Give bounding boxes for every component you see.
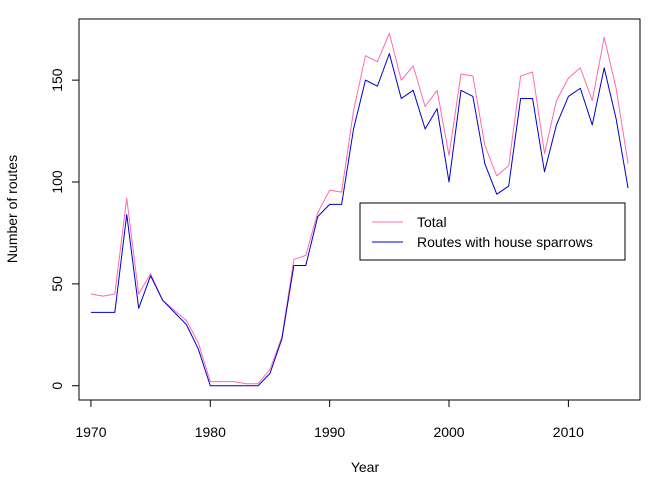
y-tick-label: 0 xyxy=(49,382,65,390)
x-tick-label: 1970 xyxy=(75,424,106,440)
x-tick-label: 1980 xyxy=(195,424,226,440)
y-tick-label: 100 xyxy=(49,170,65,194)
x-tick-label: 2010 xyxy=(553,424,584,440)
series-line-total xyxy=(90,32,629,385)
legend-box xyxy=(359,202,626,261)
y-axis: 0 50 100 150 xyxy=(49,68,80,390)
x-tick-label: 2000 xyxy=(433,424,464,440)
x-axis-title: Year xyxy=(351,459,380,475)
x-tick-label: 1990 xyxy=(314,424,345,440)
legend: Total Routes with house sparrows xyxy=(359,202,626,261)
legend-label-routes-with-house-sparrows: Routes with house sparrows xyxy=(417,234,593,250)
y-tick-label: 150 xyxy=(49,68,65,92)
x-axis: 1970 1980 1990 2000 2010 xyxy=(75,399,584,440)
y-axis-title: Number of routes xyxy=(4,155,20,263)
series-layer xyxy=(90,32,629,387)
legend-label-total: Total xyxy=(417,214,447,230)
series-line-routes-with-house-sparrows xyxy=(90,53,629,387)
y-tick-label: 50 xyxy=(49,276,65,292)
